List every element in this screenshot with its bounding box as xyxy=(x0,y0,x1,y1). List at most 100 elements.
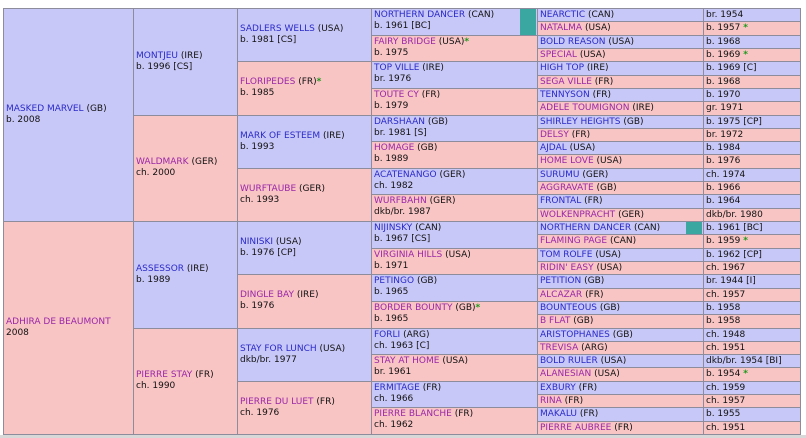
name-line: AJDAL (USA) xyxy=(540,143,701,154)
name-line: NINISKI (USA) xyxy=(240,237,369,248)
name-line: ERMITAGE (FR) xyxy=(374,383,535,394)
name-line: DINGLE BAY (IRE) xyxy=(240,290,369,301)
name-line: PIERRE AUBREE (FR) xyxy=(540,423,701,434)
horse-country: (FR) xyxy=(422,382,442,393)
horse-info-cell: b. 1968 xyxy=(703,74,801,89)
horse-info-cell: b. 1966 xyxy=(703,181,801,196)
horse-name: ALANESIAN xyxy=(540,369,592,380)
name-line: BORDER BOUNTY (GB)* xyxy=(374,303,535,314)
horse-name: TOM ROLFE xyxy=(540,249,593,260)
name-line: TREVISA (ARG) xyxy=(540,343,701,354)
name-line: ADELE TOUMIGNON (IRE) xyxy=(540,103,701,114)
horse-country: (USA) xyxy=(442,356,468,367)
name-line: DELSY (FR) xyxy=(540,130,701,141)
name-line: SPECIAL (USA) xyxy=(540,50,701,61)
horse-name: HOMAGE xyxy=(374,143,415,154)
horse-cell: WOLKENPRACHT (GER) xyxy=(537,207,704,222)
horse-name: WURFBAHN xyxy=(374,196,427,207)
horse-cell: ACATENANGO (GER) ch. 1982 xyxy=(371,167,538,196)
name-line: BOUNTEOUS (GB) xyxy=(540,303,701,314)
horse-info: b. 1961 [BC] xyxy=(706,223,763,233)
name-line: PIERRE STAY (FR) xyxy=(136,370,235,381)
horse-cell: SHIRLEY HEIGHTS (GB) xyxy=(537,114,704,129)
horse-cell: ALCAZAR (FR) xyxy=(537,287,704,302)
horse-info: br. 1961 xyxy=(374,367,412,378)
horse-country: (FR) xyxy=(564,396,584,407)
horse-country: (USA) xyxy=(319,343,346,354)
name-line: HOMAGE (GB) xyxy=(374,143,535,154)
horse-info-cell: gr. 1971 xyxy=(703,101,801,116)
horse-cell: ADELE TOUMIGNON (IRE) xyxy=(537,101,704,116)
horse-info: b. 1958 xyxy=(706,302,741,313)
horse-name: VIRGINIA HILLS xyxy=(374,249,443,260)
horse-cell: PETITION (GB) xyxy=(537,274,704,289)
name-line: BOLD REASON (USA) xyxy=(540,37,701,48)
horse-cell: RIDIN' EASY (USA) xyxy=(537,260,704,276)
horse-info: b. 1971 xyxy=(374,260,409,271)
horse-country: (FR) xyxy=(592,89,612,100)
horse-info-cell: b. 1984 xyxy=(703,141,801,156)
horse-country: (GER) xyxy=(582,169,609,180)
horse-country: (IRE) xyxy=(586,63,609,74)
horse-country: (IRE) xyxy=(422,63,444,74)
horse-info: ch. 1951 xyxy=(706,422,746,433)
horse-country: (USA) xyxy=(445,249,471,260)
horse-info-cell: br. 1944 [I] xyxy=(703,274,801,289)
horse-cell: TOUTE CY (FR) b. 1979 xyxy=(371,87,538,116)
horse-name: ACATENANGO xyxy=(374,169,437,180)
horse-cell: ADHIRA DE BEAUMONT 2008 xyxy=(3,221,134,435)
name-line: SADLERS WELLS (USA) xyxy=(240,24,369,35)
horse-cell: B FLAT (GB) xyxy=(537,314,704,329)
name-line: HOME LOVE (USA) xyxy=(540,156,701,167)
horse-info: ch. 1993 xyxy=(240,194,280,205)
horse-cell: SEGA VILLE (FR) xyxy=(537,74,704,89)
horse-info: b. 1976 xyxy=(706,156,741,167)
horse-cell: MASKED MARVEL (GB) b. 2008 xyxy=(3,8,134,222)
horse-name: DELSY xyxy=(540,129,569,140)
name-line: NATALMA (USA) xyxy=(540,23,701,34)
name-line: VIRGINIA HILLS (USA) xyxy=(374,250,535,261)
horse-name: WALDMARK xyxy=(136,157,189,168)
horse-cell: SADLERS WELLS (USA) b. 1981 [CS] xyxy=(237,8,372,63)
horse-name: AGGRAVATE xyxy=(540,183,594,194)
horse-name: RINA xyxy=(540,396,562,407)
horse-name: PIERRE BLANCHE xyxy=(374,409,452,420)
horse-name: FAIRY BRIDGE xyxy=(374,36,436,47)
horse-name: SHIRLEY HEIGHTS xyxy=(540,116,621,127)
horse-cell: BOLD RULER (USA) xyxy=(537,354,704,369)
horse-info: b. 1969 [C] xyxy=(706,63,757,74)
horse-info: b. 1954 xyxy=(706,369,741,380)
horse-info: b. 1975 xyxy=(374,47,409,58)
name-line: SHIRLEY HEIGHTS (GB) xyxy=(540,117,701,128)
horse-info-cell: b. 1958 xyxy=(703,314,801,329)
horse-name: MARK OF ESTEEM xyxy=(240,130,321,141)
horse-name: MONTJEU xyxy=(136,50,179,61)
horse-cell: MARK OF ESTEEM (IRE) b. 1993 xyxy=(237,114,372,169)
horse-info: ch. 1976 xyxy=(240,407,280,418)
horse-country: (USA) xyxy=(608,36,635,47)
horse-name: BOLD RULER xyxy=(540,356,598,367)
horse-info: ch. 1963 [C] xyxy=(374,340,430,351)
name-line: PETITION (GB) xyxy=(540,276,701,287)
name-line: FAIRY BRIDGE (USA)* xyxy=(374,37,535,48)
horse-info: b. 1979 xyxy=(374,100,409,111)
horse-info: b. 1984 xyxy=(706,143,741,154)
horse-info-cell: ch. 1957 xyxy=(703,394,801,409)
horse-name: TREVISA xyxy=(540,342,579,353)
name-line: AGGRAVATE (GB) xyxy=(540,183,701,194)
horse-name: NORTHERN DANCER xyxy=(540,223,632,233)
horse-cell: ALANESIAN (USA) xyxy=(537,367,704,382)
name-line: PIERRE BLANCHE (FR) xyxy=(374,409,535,420)
name-line: ACATENANGO (GER) xyxy=(374,170,535,181)
horse-country: (IRE) xyxy=(180,50,203,61)
inbreeding-marker xyxy=(520,9,536,35)
horse-country: (FR) xyxy=(584,196,603,207)
horse-cell: PIERRE STAY (FR) ch. 1990 xyxy=(133,327,238,435)
horse-country: (GB) xyxy=(573,316,594,327)
name-line: FLORIPEDES (FR)* xyxy=(240,77,369,88)
horse-cell: DARSHAAN (GB) br. 1981 [S] xyxy=(371,114,538,143)
horse-cell: NATALMA (USA) xyxy=(537,21,704,36)
horse-name: FLAMING PAGE xyxy=(540,236,608,247)
horse-country: (GER) xyxy=(191,157,218,168)
horse-country: (FR) xyxy=(195,370,214,381)
